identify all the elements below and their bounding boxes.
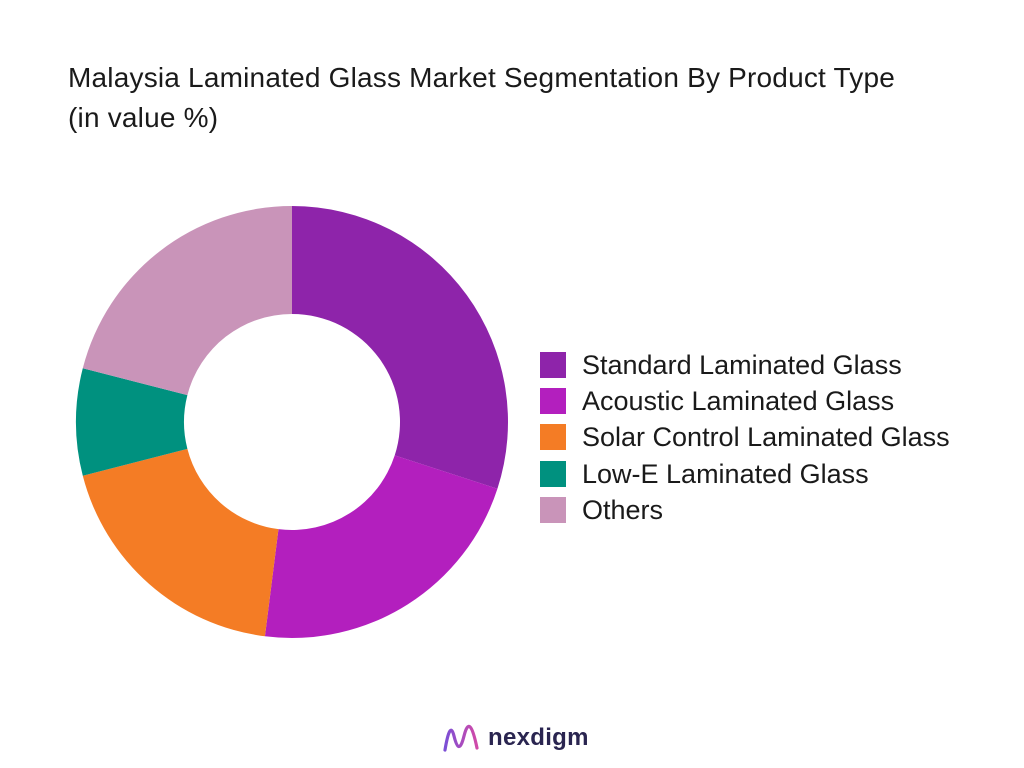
legend-item-low-e: Low-E Laminated Glass	[540, 456, 1000, 492]
legend-label: Standard Laminated Glass	[582, 350, 902, 380]
legend-label: Others	[582, 495, 664, 525]
nexdigm-wave-icon	[443, 724, 479, 752]
legend-item-solar-control: Solar Control Laminated Glass	[540, 419, 1000, 456]
legend-item-standard: Standard Laminated Glass	[540, 347, 1000, 383]
legend-item-acoustic: Acoustic Laminated Glass	[540, 383, 1000, 419]
legend-swatch	[540, 388, 566, 414]
legend-swatch	[540, 424, 566, 450]
legend-swatch	[540, 352, 566, 378]
legend-label: Acoustic Laminated Glass	[582, 386, 895, 416]
legend-swatch	[540, 497, 566, 523]
brand-logo: nexdigm	[442, 722, 589, 754]
legend: Standard Laminated Glass Acoustic Lamina…	[540, 347, 1000, 528]
legend-label: Low-E Laminated Glass	[582, 459, 869, 489]
legend-swatch	[540, 461, 566, 487]
legend-label: Solar Control Laminated Glass	[582, 422, 950, 452]
legend-item-others: Others	[540, 492, 1000, 528]
slice-standard-laminated-glass	[292, 206, 509, 489]
slice-acoustic-laminated-glass	[264, 455, 498, 638]
chart-title: Malaysia Laminated Glass Market Segmenta…	[68, 62, 895, 133]
slice-others	[82, 206, 292, 396]
brand-label: nexdigm	[488, 724, 589, 751]
slice-solar-control-laminated-glass	[82, 448, 279, 637]
slice-low-e-laminated-glass	[75, 368, 188, 476]
